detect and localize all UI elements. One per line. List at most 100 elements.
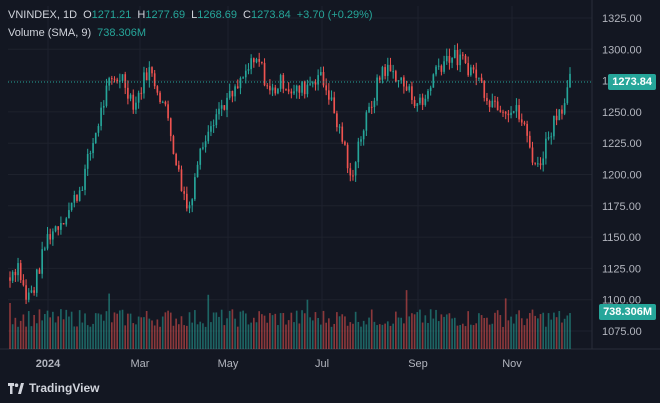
candle-body bbox=[41, 249, 43, 274]
volume-bar bbox=[306, 299, 309, 349]
open-label: O bbox=[83, 9, 92, 21]
candle-body bbox=[512, 111, 515, 113]
volume-bar bbox=[298, 323, 301, 349]
volume-bar bbox=[537, 318, 539, 349]
volume-bar bbox=[145, 310, 148, 349]
candle-body bbox=[539, 163, 542, 166]
candle-body bbox=[483, 81, 486, 98]
volume-bar bbox=[344, 316, 346, 349]
candle-body bbox=[563, 103, 566, 114]
volume-bar bbox=[124, 325, 127, 349]
candle-body bbox=[421, 97, 424, 105]
volume-bar bbox=[9, 303, 11, 349]
volume-bar bbox=[102, 320, 105, 349]
candle-body bbox=[494, 100, 496, 102]
volume-bar bbox=[54, 322, 57, 349]
volume-bar bbox=[319, 324, 322, 349]
candle-body bbox=[311, 82, 314, 84]
volume-bar bbox=[11, 324, 14, 349]
candle-body bbox=[116, 79, 119, 82]
candle-body bbox=[38, 269, 41, 274]
volume-bar bbox=[491, 323, 494, 349]
volume-bar bbox=[234, 318, 236, 349]
volume-bar bbox=[400, 317, 403, 349]
volume-bar bbox=[427, 322, 429, 349]
brand-logo[interactable]: TradingView bbox=[8, 381, 99, 395]
candle-body bbox=[317, 75, 319, 85]
volume-bar bbox=[261, 314, 263, 349]
volume-bar bbox=[365, 324, 368, 349]
volume-bar bbox=[486, 317, 488, 349]
volume-bar bbox=[290, 312, 293, 349]
candle-body bbox=[354, 162, 357, 176]
candle-body bbox=[488, 100, 491, 108]
candle-body bbox=[175, 153, 177, 166]
candle-body bbox=[27, 292, 30, 300]
candle-body bbox=[102, 105, 105, 108]
candle-body bbox=[346, 144, 349, 169]
candle-body bbox=[140, 92, 143, 94]
candle-body bbox=[84, 168, 86, 190]
x-tick-label: Mar bbox=[131, 358, 150, 370]
candle-body bbox=[362, 130, 365, 140]
candle-body bbox=[11, 271, 14, 281]
open-value: 1271.21 bbox=[91, 9, 132, 21]
candle-body bbox=[81, 189, 84, 191]
volume-bar bbox=[228, 310, 231, 349]
volume-bar bbox=[432, 318, 435, 349]
candle-body bbox=[151, 67, 153, 74]
candle-body bbox=[202, 147, 204, 149]
volume-bar bbox=[443, 316, 445, 349]
volume-bar bbox=[480, 315, 483, 349]
volume-bar bbox=[314, 312, 317, 349]
candle-body bbox=[437, 65, 440, 67]
candle-body bbox=[137, 92, 140, 103]
candle-body bbox=[186, 193, 188, 209]
y-tick-label: 1325.00 bbox=[602, 13, 642, 25]
volume-bar bbox=[167, 310, 169, 349]
volume-bar bbox=[266, 322, 269, 349]
candle-body bbox=[451, 57, 453, 63]
volume-bar bbox=[172, 325, 175, 349]
volume-bar bbox=[386, 321, 389, 349]
volume-bar bbox=[528, 313, 531, 349]
volume-bar bbox=[226, 318, 228, 349]
volume-bar bbox=[408, 316, 411, 349]
candle-body bbox=[169, 118, 172, 137]
volume-bar bbox=[113, 312, 116, 349]
candle-body bbox=[456, 49, 459, 66]
volume-bar bbox=[435, 309, 437, 349]
candle-body bbox=[306, 84, 309, 95]
volume-bar bbox=[242, 310, 244, 349]
volume-bar bbox=[76, 326, 78, 349]
volume-bar bbox=[421, 322, 424, 349]
volume-bar bbox=[49, 317, 52, 349]
candle-body bbox=[282, 75, 285, 89]
candle-body bbox=[215, 114, 218, 126]
candle-body bbox=[100, 107, 102, 127]
volume-bar bbox=[180, 316, 183, 349]
volume-bar bbox=[132, 323, 135, 349]
candle-body bbox=[378, 77, 381, 80]
candle-body bbox=[108, 78, 110, 86]
volume-bar bbox=[429, 309, 432, 349]
volume-bar bbox=[437, 321, 440, 349]
volume-bar bbox=[164, 312, 167, 349]
volume-bar bbox=[255, 322, 258, 349]
volume-bar bbox=[504, 298, 507, 349]
volume-bar bbox=[30, 326, 33, 349]
candle-body bbox=[159, 92, 161, 103]
volume-bar bbox=[502, 326, 504, 349]
candle-body bbox=[143, 72, 145, 94]
candle-body bbox=[191, 199, 194, 206]
volume-bar bbox=[518, 310, 520, 349]
volume-bar bbox=[341, 314, 344, 349]
candle-body bbox=[255, 58, 258, 63]
volume-bar bbox=[448, 313, 451, 349]
volume-bar bbox=[424, 315, 427, 349]
volume-bar bbox=[196, 324, 199, 349]
volume-bar bbox=[127, 313, 129, 349]
volume-tag: 738.306M bbox=[599, 304, 656, 320]
